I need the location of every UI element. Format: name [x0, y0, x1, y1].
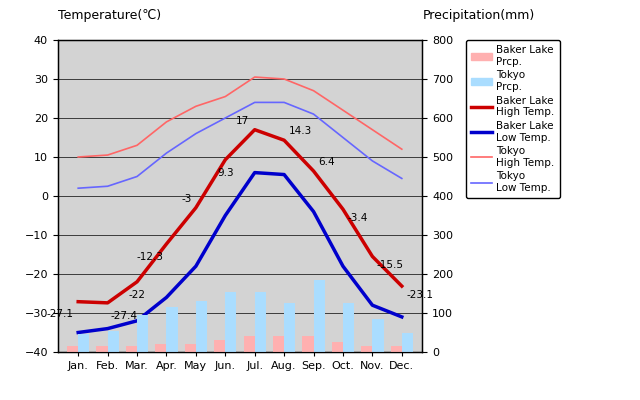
Bar — [343, 303, 354, 352]
Text: -27.4: -27.4 — [111, 311, 138, 321]
Bar — [166, 307, 178, 352]
Text: 17: 17 — [236, 116, 249, 126]
Text: -22: -22 — [129, 290, 145, 300]
Bar — [372, 319, 383, 352]
Text: 14.3: 14.3 — [289, 126, 312, 136]
Bar — [361, 346, 372, 352]
Text: 9.3: 9.3 — [217, 168, 234, 178]
Bar — [273, 336, 284, 352]
Bar — [332, 342, 343, 352]
Text: Precipitation(mm): Precipitation(mm) — [422, 9, 534, 22]
Text: Temperature(℃): Temperature(℃) — [58, 9, 161, 22]
Text: -23.1: -23.1 — [406, 290, 433, 300]
Bar — [108, 330, 119, 352]
Text: -12.3: -12.3 — [136, 252, 163, 262]
Text: 6.4: 6.4 — [318, 157, 335, 167]
Text: -27.1: -27.1 — [47, 310, 74, 320]
Bar — [78, 334, 90, 352]
Text: -3: -3 — [181, 194, 191, 204]
Bar — [156, 344, 166, 352]
Bar — [302, 336, 314, 352]
Bar — [402, 332, 413, 352]
Bar — [214, 340, 225, 352]
Bar — [126, 346, 137, 352]
Bar — [255, 292, 266, 352]
Text: -15.5: -15.5 — [377, 260, 404, 270]
Text: -3.4: -3.4 — [348, 213, 368, 223]
Bar — [314, 280, 324, 352]
Legend: Baker Lake
Prcp., Tokyo
Prcp., Baker Lake
High Temp., Baker Lake
Low Temp., Toky: Baker Lake Prcp., Tokyo Prcp., Baker Lak… — [466, 40, 560, 198]
Bar — [185, 344, 196, 352]
Bar — [67, 346, 78, 352]
Bar — [284, 303, 295, 352]
Bar — [244, 336, 255, 352]
Bar — [196, 301, 207, 352]
Bar — [390, 346, 402, 352]
Bar — [137, 315, 148, 352]
Bar — [225, 292, 236, 352]
Bar — [97, 346, 108, 352]
